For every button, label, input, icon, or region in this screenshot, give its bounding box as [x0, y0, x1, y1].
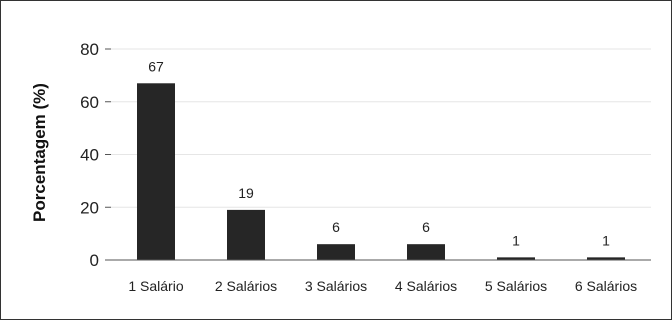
y-axis-ticks: 0 20 40 60 80 [80, 40, 111, 270]
bar [407, 244, 445, 260]
data-label: 67 [148, 58, 164, 74]
x-tick-label: 3 Salários [305, 278, 367, 294]
bar [497, 257, 535, 260]
y-tick-label: 0 [90, 251, 99, 270]
y-tick-label: 20 [80, 198, 99, 217]
bar [317, 244, 355, 260]
gridlines [111, 48, 651, 208]
x-tick-label: 6 Salários [575, 278, 637, 294]
y-axis-title: Porcentagem (%) [30, 83, 49, 222]
data-label: 1 [512, 232, 520, 248]
x-tick-label: 5 Salários [485, 278, 547, 294]
data-label: 6 [332, 219, 340, 235]
bar [137, 83, 175, 260]
bar [227, 209, 265, 260]
data-label: 6 [422, 219, 430, 235]
y-tick-label: 60 [80, 93, 99, 112]
y-tick-label: 80 [80, 40, 99, 59]
data-label: 1 [602, 232, 610, 248]
x-axis-categories: 1 Salário 2 Salários 3 Salários 4 Salários 5… [128, 278, 637, 294]
x-tick-label: 2 Salários [215, 278, 277, 294]
bars [137, 83, 625, 260]
data-label: 19 [238, 185, 254, 201]
bar [587, 257, 625, 260]
y-tick-label: 40 [80, 146, 99, 165]
x-tick-label: 1 Salário [128, 278, 183, 294]
data-labels: 67 19 6 6 1 1 [148, 58, 610, 248]
x-tick-label: 4 Salários [395, 278, 457, 294]
